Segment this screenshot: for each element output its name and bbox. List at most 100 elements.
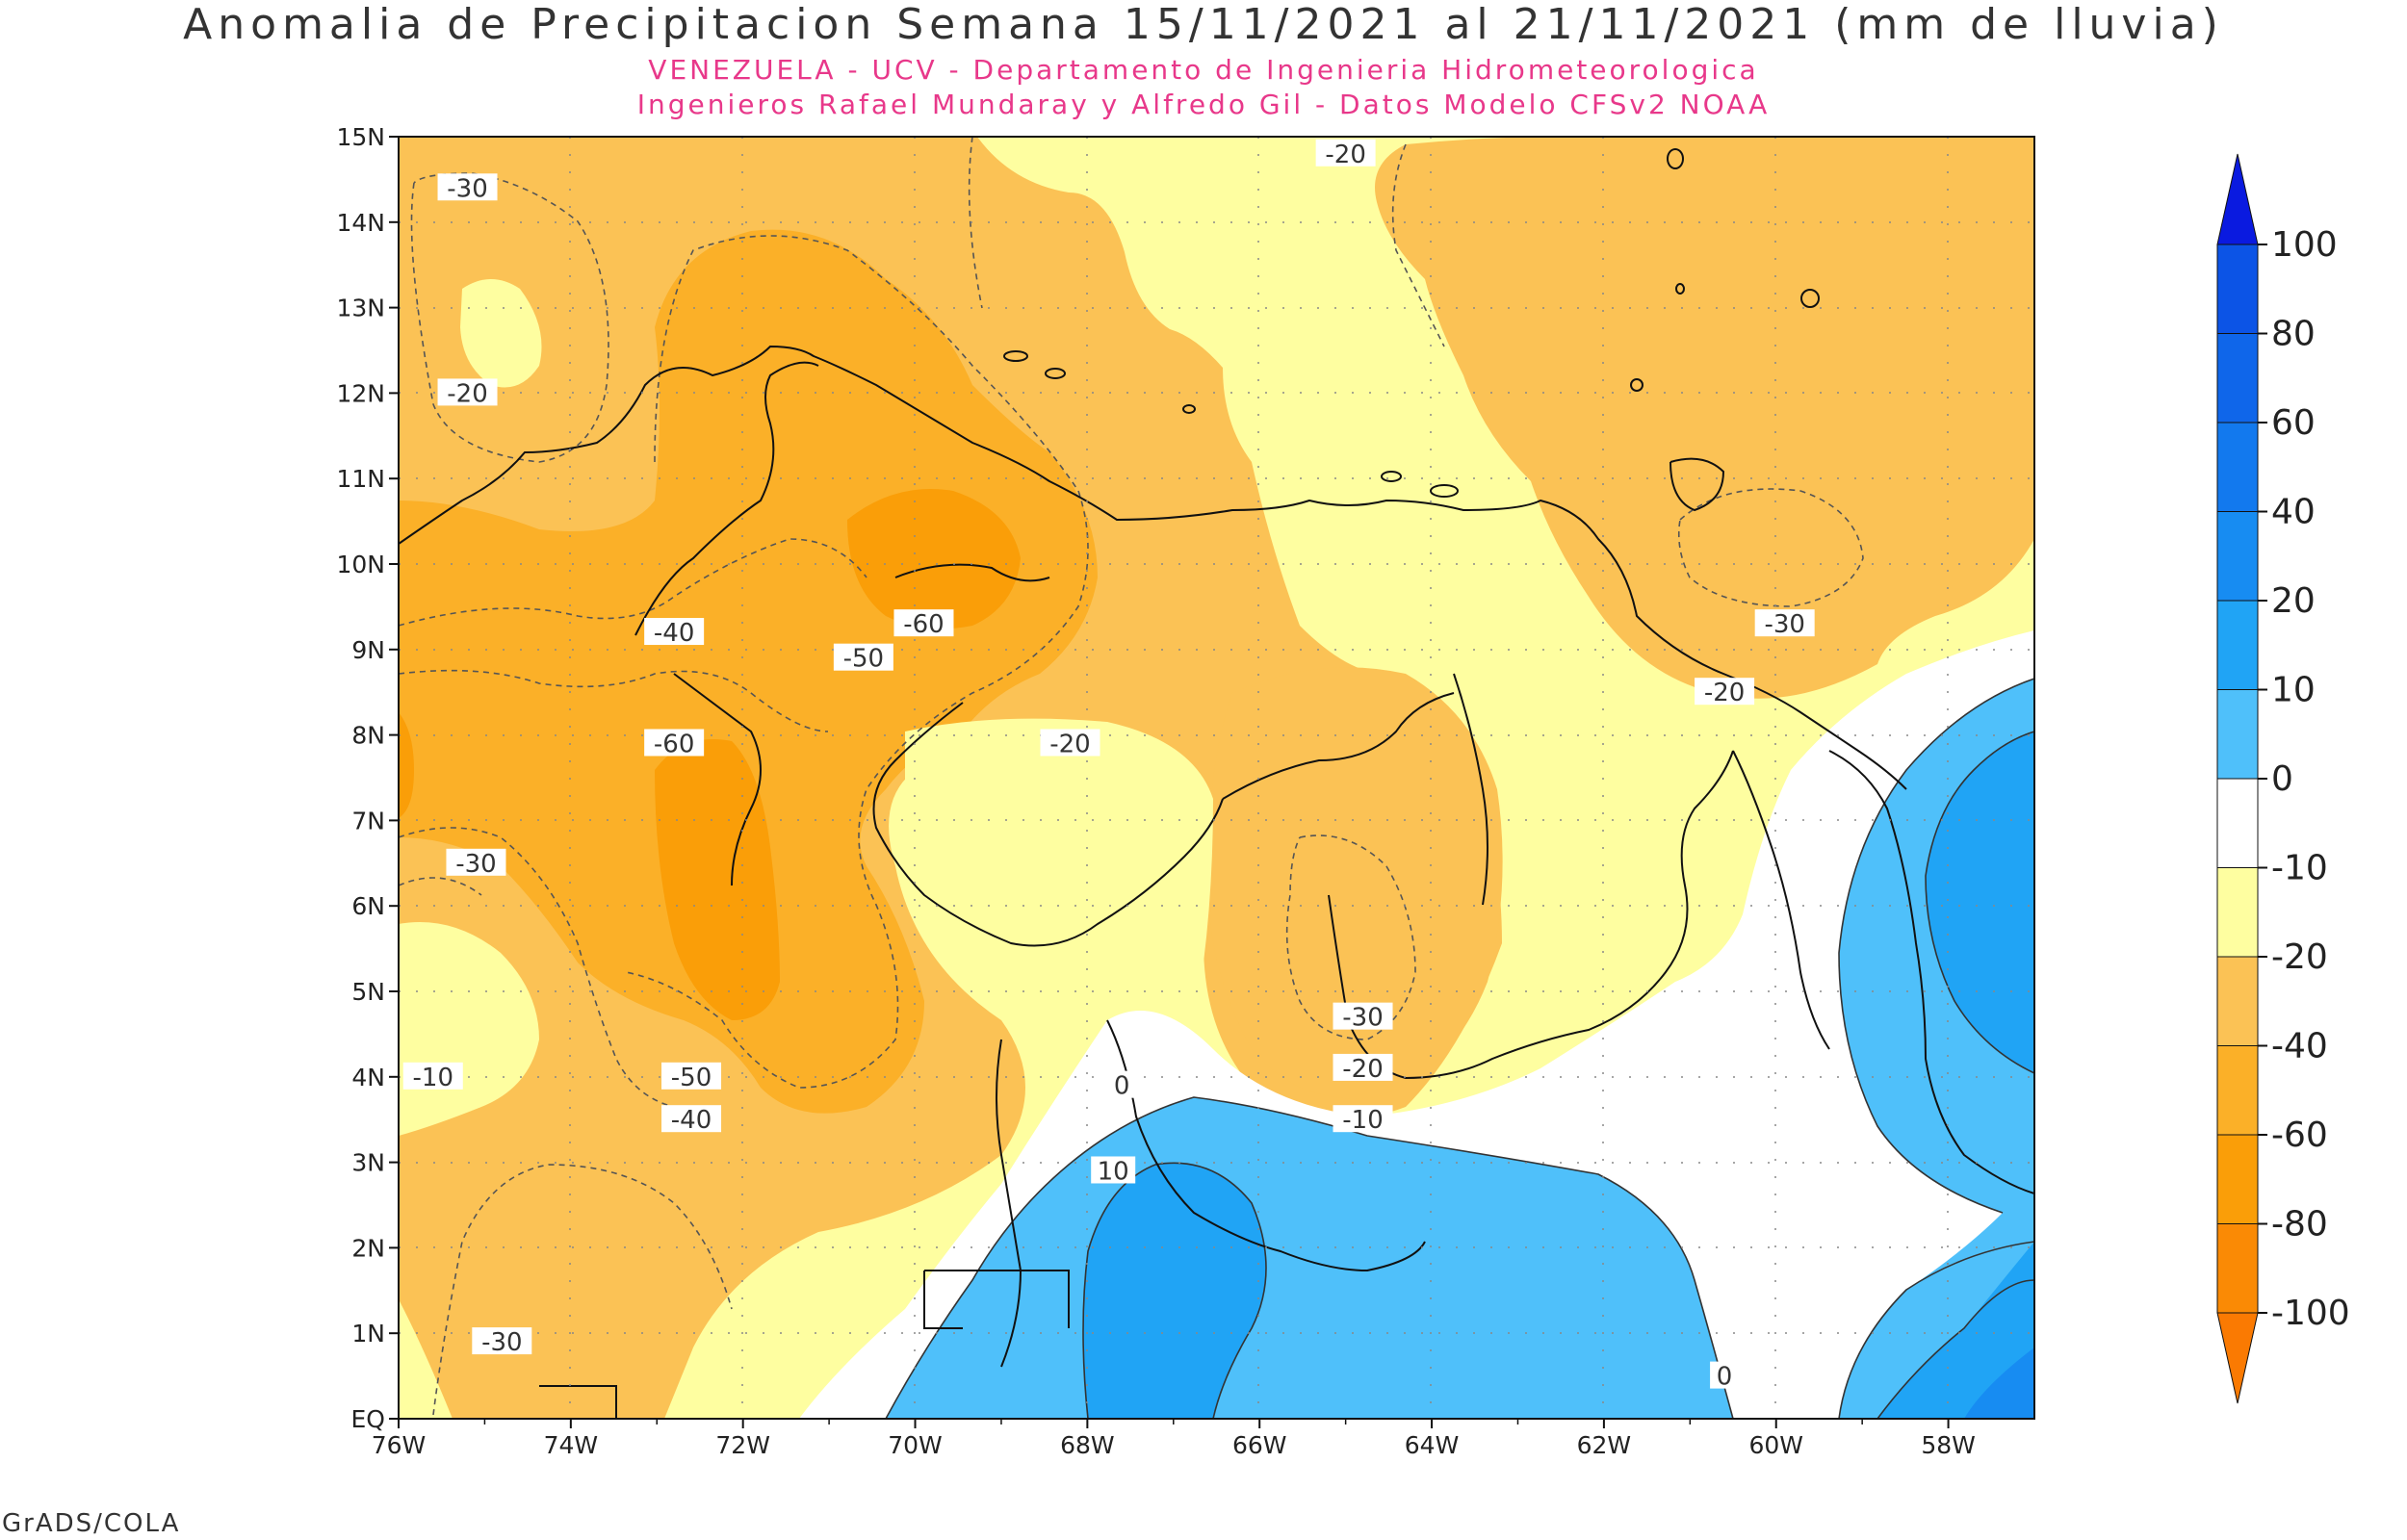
colorbar-band [2216, 422, 2259, 512]
colorbar-band [2216, 689, 2259, 780]
anomaly-field-orange-guayana [1207, 667, 1503, 1099]
contour-label-text: -50 [843, 645, 884, 674]
colorbar-band [2216, 867, 2259, 958]
anomaly-field-strong-orange-edge [399, 712, 414, 818]
map-area: -30 -20 -20 -40 -50 -60 -60 -20 -30 -10 -50 -40 -30 -… [399, 137, 2034, 1419]
colorbar-band [2216, 333, 2259, 424]
anomaly-field-strong-orange-south [655, 739, 780, 1020]
contour-label: -50 [833, 643, 893, 674]
contour-label-text: -20 [1049, 730, 1090, 758]
colorbar-band [2216, 778, 2259, 868]
anomaly-field-positive-10-southeast [1877, 1242, 2034, 1419]
contour-label-text: -60 [903, 610, 944, 639]
contour-label-text: -10 [413, 1064, 453, 1092]
colorbar-band [2216, 1045, 2259, 1136]
contour-label: -20 [1315, 139, 1376, 169]
contour-label-bg [1107, 1070, 1137, 1098]
colorbar-band [2216, 244, 2259, 334]
contour-label-bg [1754, 609, 1815, 637]
contour-label: 10 [1091, 1156, 1136, 1186]
contour-label-text: -30 [481, 1328, 522, 1357]
colorbar-label: 0 [2271, 759, 2293, 799]
anomaly-field-deep-orange [399, 229, 1098, 1114]
colorbar-label: -60 [2271, 1116, 2328, 1155]
contour-label-text: -60 [654, 730, 694, 758]
contour-label-bg [472, 1327, 532, 1355]
lat-tick-label: 13N [336, 295, 385, 322]
lat-tick-label: EQ [351, 1405, 385, 1433]
lon-tick-label: 76W [372, 1431, 427, 1459]
contour-label: -20 [1695, 678, 1755, 707]
contour-label-text: -20 [1325, 141, 1365, 169]
lat-tick-label: 10N [336, 551, 385, 578]
anomaly-field-strong-orange [847, 489, 1021, 629]
colorbar-band [2216, 1134, 2259, 1224]
lat-tick-label: 3N [351, 1149, 385, 1177]
colorbar-label: 40 [2271, 493, 2316, 532]
contour-label: -40 [661, 1105, 722, 1135]
contour-label-bg [1091, 1156, 1136, 1184]
contour-label-text: -20 [1704, 679, 1745, 707]
lat-tick-label: 5N [351, 978, 385, 1006]
contour-label: 0 [1107, 1070, 1137, 1101]
colorbar-label: 60 [2271, 403, 2316, 443]
contour-label: -40 [644, 618, 705, 648]
colorbar-band [2216, 1223, 2259, 1314]
anomaly-pocket-north [460, 279, 542, 388]
contour-label: -50 [661, 1062, 722, 1092]
lat-tick-label: 2N [351, 1234, 385, 1262]
lat-tick-label: 14N [336, 209, 385, 237]
contour-label-bg [1710, 1361, 1740, 1389]
contour-label-bg [1040, 729, 1100, 757]
subtitle-institution: VENEZUELA - UCV - Departamento de Ingeni… [648, 54, 1759, 86]
contour-label-text: 0 [1717, 1363, 1733, 1392]
lat-tick-label: 12N [336, 379, 385, 407]
colorbar-label: -40 [2271, 1027, 2328, 1066]
contour-label-text: -30 [1764, 610, 1804, 639]
contour-label-bg [833, 643, 893, 671]
contour-label-text: -10 [1342, 1106, 1383, 1135]
contour-label-bg [437, 378, 498, 406]
contour-label: -30 [1754, 609, 1815, 639]
coastlines-and-borders [399, 345, 2034, 1419]
colorbar-band [2216, 956, 2259, 1046]
colorbar-label: -10 [2271, 849, 2328, 888]
contour-labels: -30 -20 -20 -40 -50 -60 -60 -20 -30 -10 -50 -40 -30 -… [402, 139, 1815, 1392]
contour-label: -30 [437, 173, 498, 203]
contour-label-text: 0 [1114, 1072, 1130, 1101]
contour-label: -30 [472, 1327, 532, 1357]
contour-label: -60 [893, 609, 954, 639]
positive-contour-lines [885, 678, 2034, 1419]
colorbar-label: -100 [2271, 1294, 2350, 1333]
lon-tick-label: 74W [544, 1431, 599, 1459]
lon-tick-label: 70W [888, 1431, 943, 1459]
contour-label-text: -30 [455, 850, 496, 879]
contour-label-bg [661, 1105, 722, 1133]
contour-label-bg [1333, 1053, 1393, 1081]
lon-tick-label: 58W [1921, 1431, 1976, 1459]
contour-label-text: -40 [654, 619, 694, 648]
anomaly-field-positive-20-southeast [1964, 1348, 2034, 1419]
contour-label: 0 [1710, 1361, 1740, 1392]
contour-label-bg [1315, 139, 1376, 167]
contour-label-text: -20 [1342, 1055, 1383, 1084]
contour-label-text: -30 [1342, 1004, 1383, 1033]
latitude-axis: EQ 1N 2N 3N 4N 5N 6N 7N 8N 9N 10N 11N 12N 13N 14N 15N [336, 123, 399, 1433]
contour-label-text: -40 [671, 1106, 712, 1135]
colorbar-label: -20 [2271, 937, 2328, 977]
map-frame [398, 136, 2035, 1420]
grads-credit: GrADS/COLA [2, 1509, 181, 1538]
contour-label: -20 [1333, 1053, 1393, 1084]
page-title: Anomalia de Precipitacion Semana 15/11/2… [183, 0, 2224, 49]
lon-tick-label: 66W [1232, 1431, 1287, 1459]
colorbar-top-arrow [2216, 153, 2259, 245]
lat-tick-label: 9N [351, 636, 385, 664]
lon-tick-label: 62W [1577, 1431, 1632, 1459]
colorbar-label: -80 [2271, 1205, 2328, 1245]
lon-tick-label: 68W [1060, 1431, 1115, 1459]
colorbar-label: 100 [2271, 225, 2338, 265]
lon-tick-label: 60W [1748, 1431, 1803, 1459]
colorbar-band [2216, 600, 2259, 690]
